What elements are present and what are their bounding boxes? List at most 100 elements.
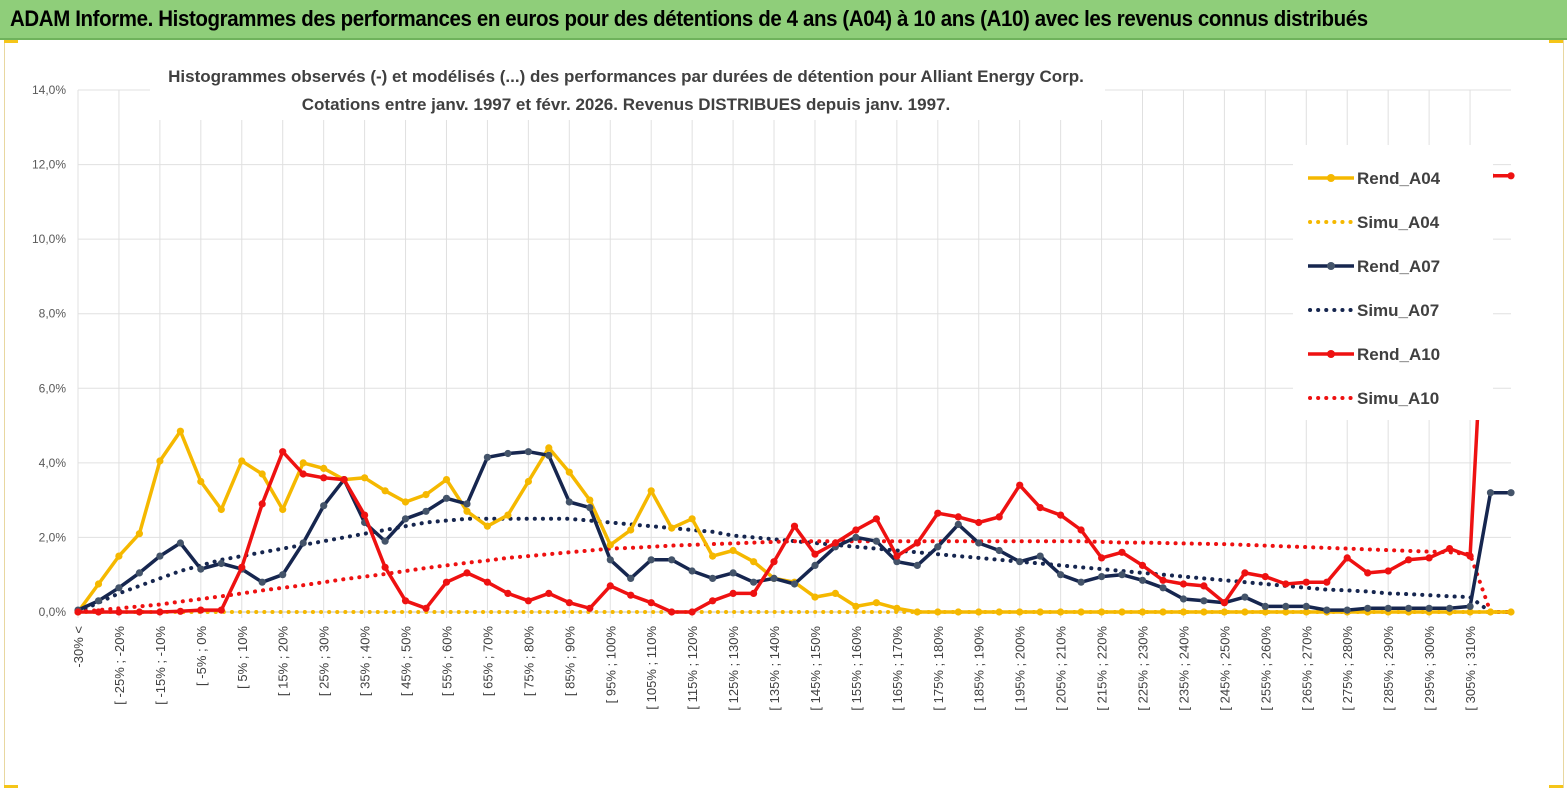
rend-a10-point <box>361 511 369 519</box>
y-tick-label: 10,0% <box>32 232 66 246</box>
rend-a10-point <box>770 558 778 566</box>
rend-a10-point <box>197 606 205 614</box>
rend-a07-point <box>1343 606 1351 614</box>
legend-label-simu-a10: Simu_A10 <box>1357 389 1439 408</box>
corner-mark-bottom-left <box>4 785 18 788</box>
rend-a07-point <box>1446 604 1454 612</box>
x-tick-label: [ 165% ; 170% <box>890 626 905 711</box>
rend-a04-point <box>852 602 860 611</box>
rend-a07-point <box>995 546 1003 555</box>
rend-a10-point <box>1261 573 1269 581</box>
x-tick-label: -30% < <box>71 626 86 668</box>
rend-a10-point <box>135 608 143 616</box>
rend-a10-point <box>790 522 799 530</box>
rend-a04-point <box>279 505 287 514</box>
rend-a10-point <box>627 591 635 599</box>
rend-a04-point <box>688 515 696 523</box>
rend-a04-point <box>893 604 901 612</box>
rend-a10-point <box>1179 580 1188 588</box>
rend-a10-point <box>1343 554 1351 562</box>
rend-a07-point <box>156 552 164 560</box>
rend-a10-point <box>483 578 491 586</box>
rend-a04-point <box>401 498 410 506</box>
rend-a04-point <box>524 477 533 486</box>
rend-a07-point <box>954 520 962 529</box>
rend-a04-point <box>627 526 635 534</box>
rend-a04-point <box>1486 608 1495 616</box>
rend-a10-point <box>1241 569 1249 577</box>
rend-a10-point <box>913 539 921 547</box>
x-tick-label: [ 75% ; 80% <box>521 626 536 697</box>
x-tick-label: [ 305% ; 310% <box>1463 626 1478 711</box>
rend-a07-point <box>770 574 778 583</box>
rend-a07-point <box>1507 489 1515 497</box>
rend-a10-point <box>586 604 594 612</box>
rend-a07-point <box>893 558 901 566</box>
rend-a10-point <box>1077 526 1085 534</box>
rend-a10-point <box>709 597 717 605</box>
simu-a07-line <box>76 516 1513 614</box>
rend-a10-point <box>1016 481 1024 489</box>
rend-a04-point <box>811 593 819 601</box>
rend-a10-point <box>340 476 348 484</box>
report-title: ADAM Informe. Histogrammes des performan… <box>10 6 1368 31</box>
rend-a07-point <box>1282 602 1290 611</box>
rend-a04-point <box>442 476 451 484</box>
rend-a10-point <box>279 448 287 456</box>
x-tick-label: [ 105% ; 110% <box>644 626 659 710</box>
x-tick-label: [ 125% ; 130% <box>726 626 741 711</box>
rend-a10-point <box>811 550 819 558</box>
rend-a04-point <box>586 496 594 504</box>
rend-a10-point <box>1446 545 1454 553</box>
rend-a07-point <box>176 539 184 547</box>
rend-a10-point <box>1466 552 1474 560</box>
rend-a07-point <box>320 502 328 510</box>
y-tick-label: 8,0% <box>39 307 67 321</box>
rend-a04-point <box>1241 608 1249 616</box>
x-tick-label: [ 225% ; 230% <box>1136 626 1151 711</box>
rend-a04-point <box>483 522 491 530</box>
report-banner: ADAM Informe. Histogrammes des performan… <box>0 0 1567 40</box>
rend-a10-point <box>934 509 942 517</box>
rend-a07-point <box>1057 571 1065 579</box>
rend-a10-point <box>1364 569 1372 577</box>
rend-a10-point <box>258 500 266 508</box>
rend-a07-point <box>279 571 287 579</box>
rend-a10-point <box>115 608 123 616</box>
rend-a07-point <box>1016 558 1024 566</box>
rend-a07-point <box>975 539 983 547</box>
rend-a10-point <box>831 539 840 547</box>
x-tick-label: [ 35% ; 40% <box>358 626 373 697</box>
rend-a07-point <box>217 559 225 568</box>
x-tick-label: [ 55% ; 60% <box>439 626 454 697</box>
rend-a07-point <box>913 561 921 570</box>
rend-a04-point <box>975 608 983 616</box>
rend-a10-point <box>750 589 758 598</box>
rend-a04-point <box>750 558 758 566</box>
rend-a10-point <box>1118 548 1126 556</box>
x-tick-label: [ 25% ; 30% <box>317 626 332 697</box>
rend-a10-point <box>74 608 82 616</box>
y-tick-label: 12,0% <box>32 158 66 172</box>
rend-a10-point <box>299 470 307 478</box>
rend-a04-point <box>1220 608 1228 616</box>
rend-a10-point <box>94 608 103 616</box>
rend-a07-point <box>811 561 819 570</box>
rend-a10-point <box>565 599 573 607</box>
rend-a10-point <box>1200 582 1208 590</box>
rend-a10-point <box>1384 567 1392 575</box>
x-tick-label: [ 95% ; 100% <box>603 626 618 704</box>
rend-a10-point <box>1098 554 1106 562</box>
rend-a07-point <box>750 578 758 586</box>
rend-a10-point <box>524 597 533 605</box>
rend-a07-point <box>1138 576 1147 584</box>
rend-a07-point <box>1486 489 1495 497</box>
legend-label-simu-a04: Simu_A04 <box>1357 213 1440 232</box>
x-tick-label: [ 115% ; 120% <box>685 626 700 710</box>
rend-a10-point <box>1036 504 1044 512</box>
rend-a04-point <box>1016 608 1024 616</box>
rend-a04-point <box>647 487 655 495</box>
rend-a04-point <box>176 427 184 435</box>
x-tick-label: [ 85% ; 90% <box>562 626 577 697</box>
